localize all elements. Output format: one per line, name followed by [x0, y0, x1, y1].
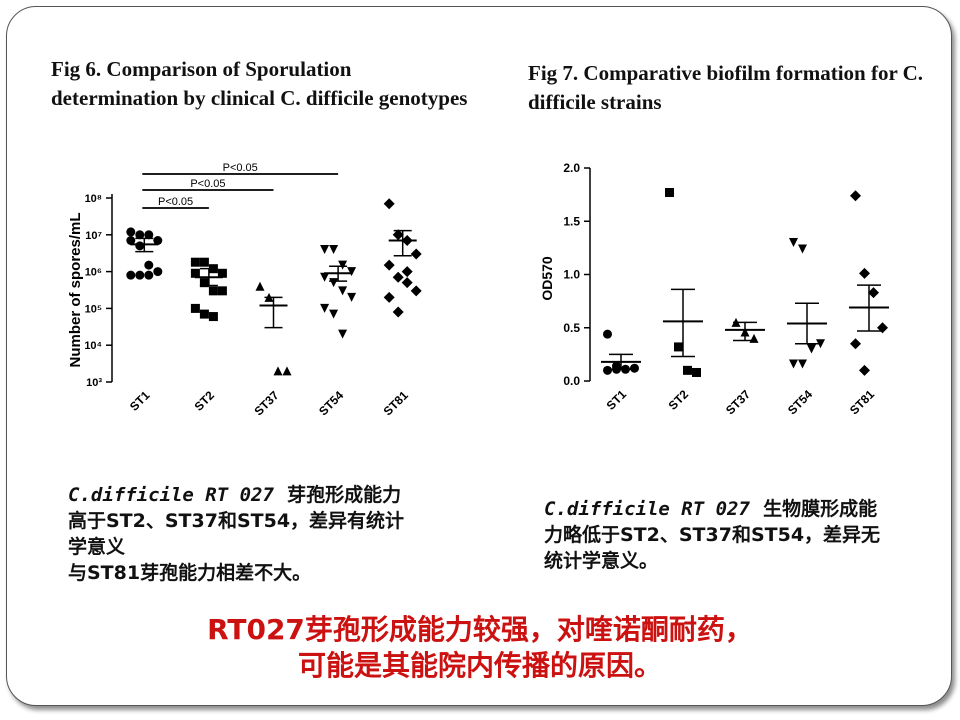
- fig6-point: [153, 267, 163, 277]
- fig6-y-tick-label: 10⁵: [85, 303, 102, 315]
- fig6-point: [392, 271, 404, 283]
- conclusion: RT027芽孢形成能力较强，对喹诺酮耐药， 可能是其能院内传播的原因。: [100, 612, 860, 684]
- fig6-point: [144, 260, 154, 270]
- fig7-desc-line-3: 统计学意义。: [544, 550, 659, 572]
- fig6-point: [135, 230, 145, 240]
- fig6-species: C.difficile RT 027: [68, 484, 274, 506]
- fig7-y-tick-label: 1.5: [563, 214, 580, 228]
- fig6-point: [392, 306, 404, 318]
- fig6-y-tick-label: 10³: [86, 377, 102, 389]
- fig6-point: [135, 241, 145, 251]
- fig6-point: [347, 267, 357, 277]
- fig7-point: [798, 359, 807, 369]
- fig6-point: [208, 312, 218, 322]
- fig6-point: [320, 244, 330, 254]
- conclusion-line-2: 可能是其能院内传播的原因。: [297, 649, 662, 682]
- fig7-desc-line-2: 力略低于ST2、ST37和ST54，差异无: [544, 524, 881, 546]
- fig6-point: [144, 270, 154, 280]
- fig6-desc-line-4: 与ST81芽孢能力相差不大。: [68, 562, 312, 584]
- fig7-point: [850, 338, 861, 350]
- fig7-y-tick-label: 1.0: [563, 268, 580, 282]
- fig6-point: [410, 248, 422, 260]
- fig6-point: [273, 366, 283, 376]
- fig6-point: [126, 270, 136, 280]
- fig6-point: [383, 291, 395, 303]
- fig7-species: C.difficile RT 027: [544, 498, 750, 520]
- fig6-significance-label: P<0.05: [158, 196, 193, 208]
- fig7-point: [859, 364, 870, 376]
- fig6-point: [320, 303, 330, 313]
- fig6-point: [383, 259, 395, 271]
- fig7-description: C.difficile RT 027 生物膜形成能 力略低于ST2、ST37和S…: [544, 496, 944, 574]
- fig7-point: [868, 287, 879, 299]
- fig7-title: Fig 7. Comparative biofilm formation for…: [528, 61, 924, 114]
- fig7-point: [789, 359, 798, 369]
- fig7-y-tick-label: 0.5: [563, 321, 580, 335]
- fig6-point: [347, 292, 357, 302]
- fig6-point: [338, 260, 348, 270]
- fig6-point: [282, 366, 292, 376]
- fig6-description: C.difficile RT 027 芽孢形成能力 高于ST2、ST37和ST5…: [68, 482, 478, 586]
- fig6-point: [338, 329, 348, 339]
- fig7-point: [789, 238, 798, 248]
- fig6-point: [338, 286, 348, 296]
- fig7-point: [683, 365, 692, 375]
- fig7-point: [816, 339, 825, 349]
- fig6-y-tick-label: 10⁸: [85, 193, 102, 205]
- fig6-point: [329, 309, 339, 319]
- fig6-point: [329, 244, 339, 254]
- conclusion-line-1: RT027芽孢形成能力较强，对喹诺酮耐药，: [207, 613, 753, 646]
- fig6-point: [410, 285, 422, 297]
- fig7-point: [603, 329, 612, 339]
- fig6-point: [144, 230, 154, 240]
- fig6-point: [126, 236, 136, 246]
- fig6-desc-line-2: 高于ST2、ST37和ST54，差异有统计: [68, 510, 405, 532]
- fig7-point: [859, 267, 870, 279]
- fig6-y-axis-label: Number of spores/mL: [67, 212, 84, 367]
- fig6-point: [401, 277, 413, 289]
- fig6-point: [392, 229, 404, 241]
- fig6-point: [190, 257, 200, 267]
- fig6-title: Fig 6. Comparison of Sporulation determi…: [51, 57, 468, 110]
- fig6-point: [217, 286, 227, 296]
- fig6-point: [199, 278, 209, 288]
- fig6-point: [199, 309, 209, 319]
- fig7-point: [807, 344, 816, 354]
- fig6-desc-line-1: 芽孢形成能力: [287, 484, 402, 506]
- fig6-y-tick-label: 10⁶: [85, 267, 102, 279]
- fig6-significance-label: P<0.05: [223, 162, 258, 174]
- fig6-point: [135, 270, 145, 280]
- fig7-point: [692, 367, 701, 377]
- fig6-point: [153, 236, 163, 246]
- fig6-point: [401, 266, 413, 278]
- fig7-y-axis-label: OD570: [539, 256, 555, 301]
- fig7-point: [603, 365, 612, 375]
- fig7-y-tick-label: 2.0: [563, 161, 580, 175]
- fig6-point: [190, 268, 200, 278]
- fig7-point: [665, 187, 674, 197]
- fig6-point: [383, 198, 395, 210]
- fig7-desc-line-1: 生物膜形成能: [763, 498, 878, 520]
- fig7-y-tick-label: 0.0: [563, 374, 580, 388]
- fig6-y-tick-label: 10⁷: [85, 230, 102, 242]
- fig7-point: [798, 244, 807, 254]
- fig6-point: [190, 303, 200, 313]
- fig6-significance-label: P<0.05: [190, 178, 225, 190]
- fig6-point: [217, 268, 227, 278]
- fig6-y-tick-label: 10⁴: [84, 340, 102, 352]
- fig7-point: [850, 190, 861, 202]
- fig6-point: [320, 272, 330, 282]
- fig7-point: [674, 342, 683, 352]
- fig7-point: [630, 363, 639, 373]
- fig6-point: [126, 227, 136, 237]
- fig6-point: [208, 286, 218, 296]
- fig6-point: [199, 257, 209, 267]
- fig6-desc-line-3: 学意义: [68, 536, 126, 558]
- fig6-point: [255, 281, 265, 291]
